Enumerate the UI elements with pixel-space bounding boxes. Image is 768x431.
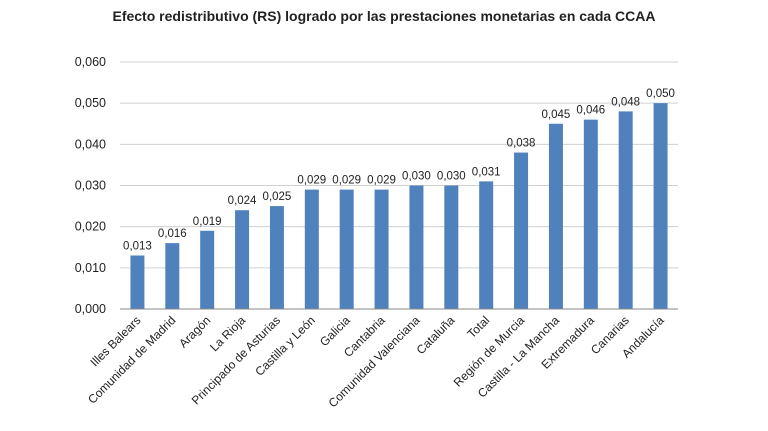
- bar: [165, 243, 180, 309]
- data-label: 0,048: [611, 96, 640, 108]
- data-label: 0,019: [193, 216, 222, 228]
- x-tick-label: Total: [464, 313, 492, 341]
- data-label: 0,031: [472, 166, 501, 178]
- data-label: 0,030: [437, 171, 466, 183]
- data-label: 0,030: [402, 171, 431, 183]
- bar: [653, 103, 668, 310]
- bar: [269, 206, 284, 309]
- y-tick-label: 0,020: [75, 220, 106, 234]
- y-tick-label: 0,030: [75, 179, 106, 193]
- y-tick-label: 0,010: [75, 261, 106, 275]
- data-label: 0,050: [646, 88, 675, 100]
- data-label: 0,029: [367, 175, 396, 187]
- bar: [304, 189, 319, 309]
- bar: [130, 255, 145, 309]
- y-tick-label: 0,050: [75, 96, 106, 110]
- data-label: 0,045: [542, 109, 571, 121]
- data-label: 0,013: [123, 240, 152, 252]
- bar: [583, 119, 598, 309]
- data-label: 0,029: [297, 175, 326, 187]
- y-tick-label: 0,060: [75, 55, 106, 69]
- x-tick-label: Cataluña: [414, 313, 458, 357]
- bar: [479, 181, 494, 309]
- bar: [374, 189, 389, 309]
- data-label: 0,024: [228, 195, 257, 207]
- bars: [130, 103, 668, 310]
- bar: [200, 230, 215, 309]
- chart-title: Efecto redistributivo (RS) logrado por l…: [112, 8, 655, 24]
- y-tick-label: 0,000: [75, 302, 106, 316]
- bar: [339, 189, 354, 309]
- data-label: 0,025: [263, 191, 292, 203]
- bar: [514, 152, 529, 309]
- bar: [409, 185, 424, 309]
- y-axis-ticks: 0,000 0,010 0,020 0,030 0,040 0,050 0,060: [75, 55, 106, 316]
- data-labels: 0,013 0,016 0,019 0,024 0,025 0,029 0,029 0,029…: [123, 88, 675, 252]
- bar: [548, 123, 563, 309]
- bar: [618, 111, 633, 310]
- y-tick-label: 0,040: [75, 137, 106, 151]
- data-label: 0,046: [576, 105, 605, 117]
- data-label: 0,029: [332, 175, 361, 187]
- data-label: 0,038: [507, 138, 536, 150]
- data-label: 0,016: [158, 228, 187, 240]
- bar: [235, 210, 250, 309]
- bar: [444, 185, 459, 309]
